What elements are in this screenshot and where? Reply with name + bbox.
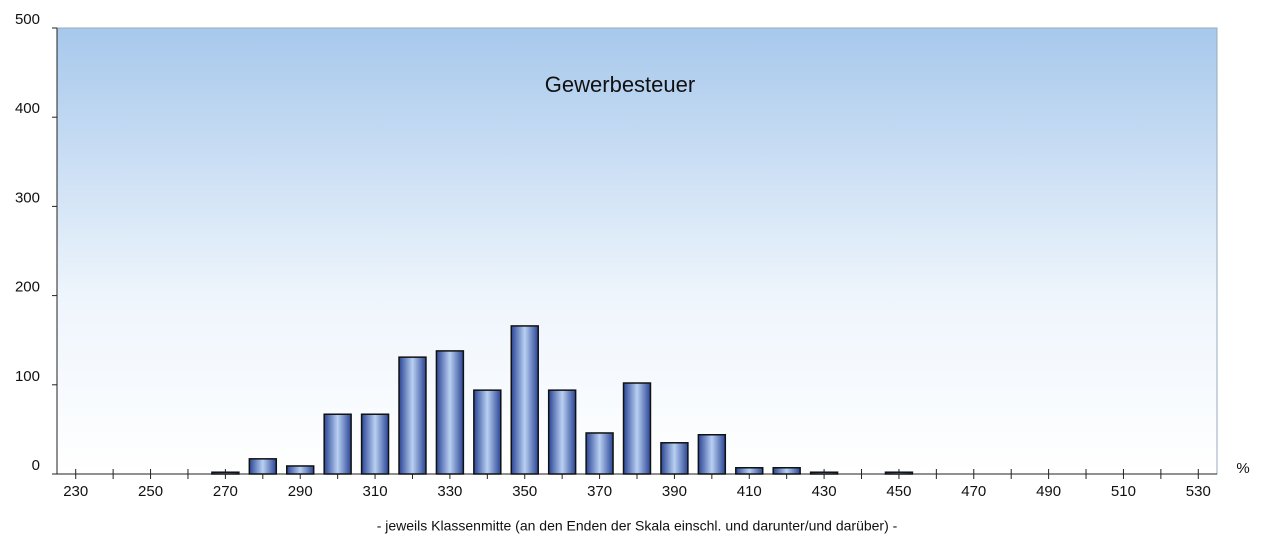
x-tick-label: 370 — [587, 483, 612, 500]
y-tick-label: 0 — [32, 457, 40, 474]
x-tick-label: 350 — [512, 483, 537, 500]
bar — [211, 471, 240, 475]
x-axis-label: - jeweils Klassenmitte (an den Enden der… — [377, 518, 898, 534]
y-tick-label: 100 — [15, 368, 40, 385]
x-tick-label: 450 — [886, 483, 911, 500]
bar — [772, 467, 801, 475]
y-tick-label: 300 — [15, 189, 40, 206]
bar — [323, 413, 352, 475]
bar — [585, 432, 614, 475]
bar — [398, 356, 427, 475]
x-tick-label: 470 — [961, 483, 986, 500]
bar — [473, 389, 502, 475]
y-tick-label: 200 — [15, 279, 40, 296]
x-tick-label: 510 — [1111, 483, 1136, 500]
bar — [435, 350, 465, 475]
bar — [286, 465, 315, 475]
x-tick-label: 330 — [437, 483, 462, 500]
bar — [697, 434, 727, 475]
bar — [660, 442, 689, 475]
x-tick-label: 530 — [1186, 483, 1211, 500]
x-tick-label: 410 — [737, 483, 762, 500]
x-tick-label: 250 — [138, 483, 163, 500]
y-tick-label: 400 — [15, 100, 40, 117]
x-tick-label: 310 — [363, 483, 388, 500]
x-tick-label: 230 — [63, 483, 88, 500]
bar — [547, 389, 577, 475]
bar — [735, 467, 764, 475]
bar — [360, 413, 390, 475]
bar — [622, 382, 652, 475]
x-tick-label: 490 — [1036, 483, 1061, 500]
x-tick-label: 270 — [213, 483, 238, 500]
bar — [248, 458, 278, 475]
x-unit: % — [1236, 460, 1249, 477]
bar — [809, 471, 839, 475]
x-tick-label: 390 — [662, 483, 687, 500]
bar — [510, 325, 539, 475]
bar — [884, 471, 914, 475]
y-tick-label: 500 — [15, 11, 40, 28]
x-tick-label: 290 — [288, 483, 313, 500]
chart-title: Gewerbesteuer — [545, 72, 695, 97]
x-tick-label: 430 — [812, 483, 837, 500]
